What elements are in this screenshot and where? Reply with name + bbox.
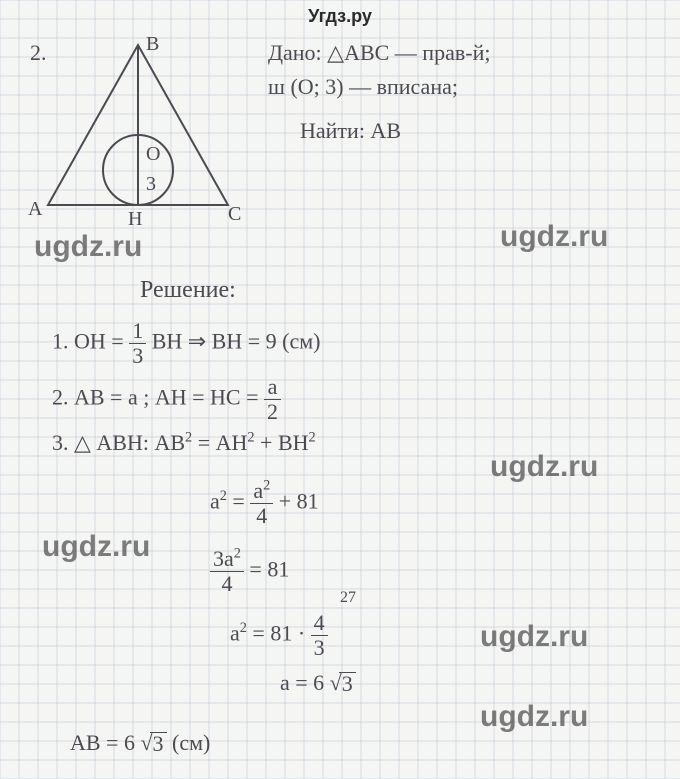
sqrt: √3 [330,672,356,695]
text: 2. АВ = a ; АН = НС = [52,385,264,410]
fraction: 13 [129,320,146,367]
given-line: Дано: △АВС — прав-й; [268,42,490,64]
text: + ВН [260,430,308,455]
vertex-a: А [28,198,43,220]
text: = [232,489,250,514]
text: a [210,489,220,514]
equation-3: a2 = 81 · 43 [230,612,328,659]
triangle-diagram: А В С Н О 3 [18,30,258,230]
radius-label: 3 [146,173,156,195]
exp: 2 [185,430,192,446]
fraction: 3a2 4 [210,548,244,595]
given-line: ш (О; 3) — вписана; [268,76,458,98]
sqrt: √3 [140,732,166,755]
point-h: Н [128,208,142,230]
equation-1: a2 = a2 4 + 81 [210,480,319,527]
vertex-b: В [146,33,159,55]
text: (см) [172,730,210,755]
text: + 81 [279,489,319,514]
text: = 81 [249,557,289,582]
exp: 2 [309,430,316,446]
solution-heading: Решение: [140,278,236,302]
find-line: Найти: АВ [300,120,401,142]
text: АВ = 6 [70,730,135,755]
equation-2: 3a2 4 = 81 [210,548,289,595]
text: a = 6 [280,670,324,695]
watermark: ugdz.ru [490,450,598,484]
fraction: a2 [264,376,281,423]
exp: 2 [240,620,247,636]
step-3: 3. △ АВН: АВ2 = АН2 + ВН2 [52,432,316,454]
watermark: ugdz.ru [34,230,142,264]
watermark: ugdz.ru [42,530,150,564]
equation-4: a = 6 √3 [280,672,356,695]
fraction: a2 4 [250,480,273,527]
text: 3. △ АВН: АВ [52,430,185,455]
vertex-c: С [228,203,241,225]
watermark: ugdz.ru [480,620,588,654]
step-1: 1. ОН = 13 ВН ⇒ ВН = 9 (см) [52,320,321,367]
text: 1. ОН = [52,329,129,354]
exp: 2 [220,488,227,504]
watermark: ugdz.ru [480,700,588,734]
step-2: 2. АВ = a ; АН = НС = a2 [52,376,281,423]
text: = АН [198,430,248,455]
text: ВН ⇒ ВН = 9 (см) [152,329,321,354]
cancel-note: 27 [340,590,356,606]
watermark: ugdz.ru [500,220,608,254]
text: = 81 · [252,621,310,646]
text: a [230,621,240,646]
exp: 2 [247,430,254,446]
answer: АВ = 6 √3 (см) [70,732,210,755]
page-title: Угдз.ру [0,6,680,27]
fraction: 43 [311,612,328,659]
center-o: О [146,143,160,165]
